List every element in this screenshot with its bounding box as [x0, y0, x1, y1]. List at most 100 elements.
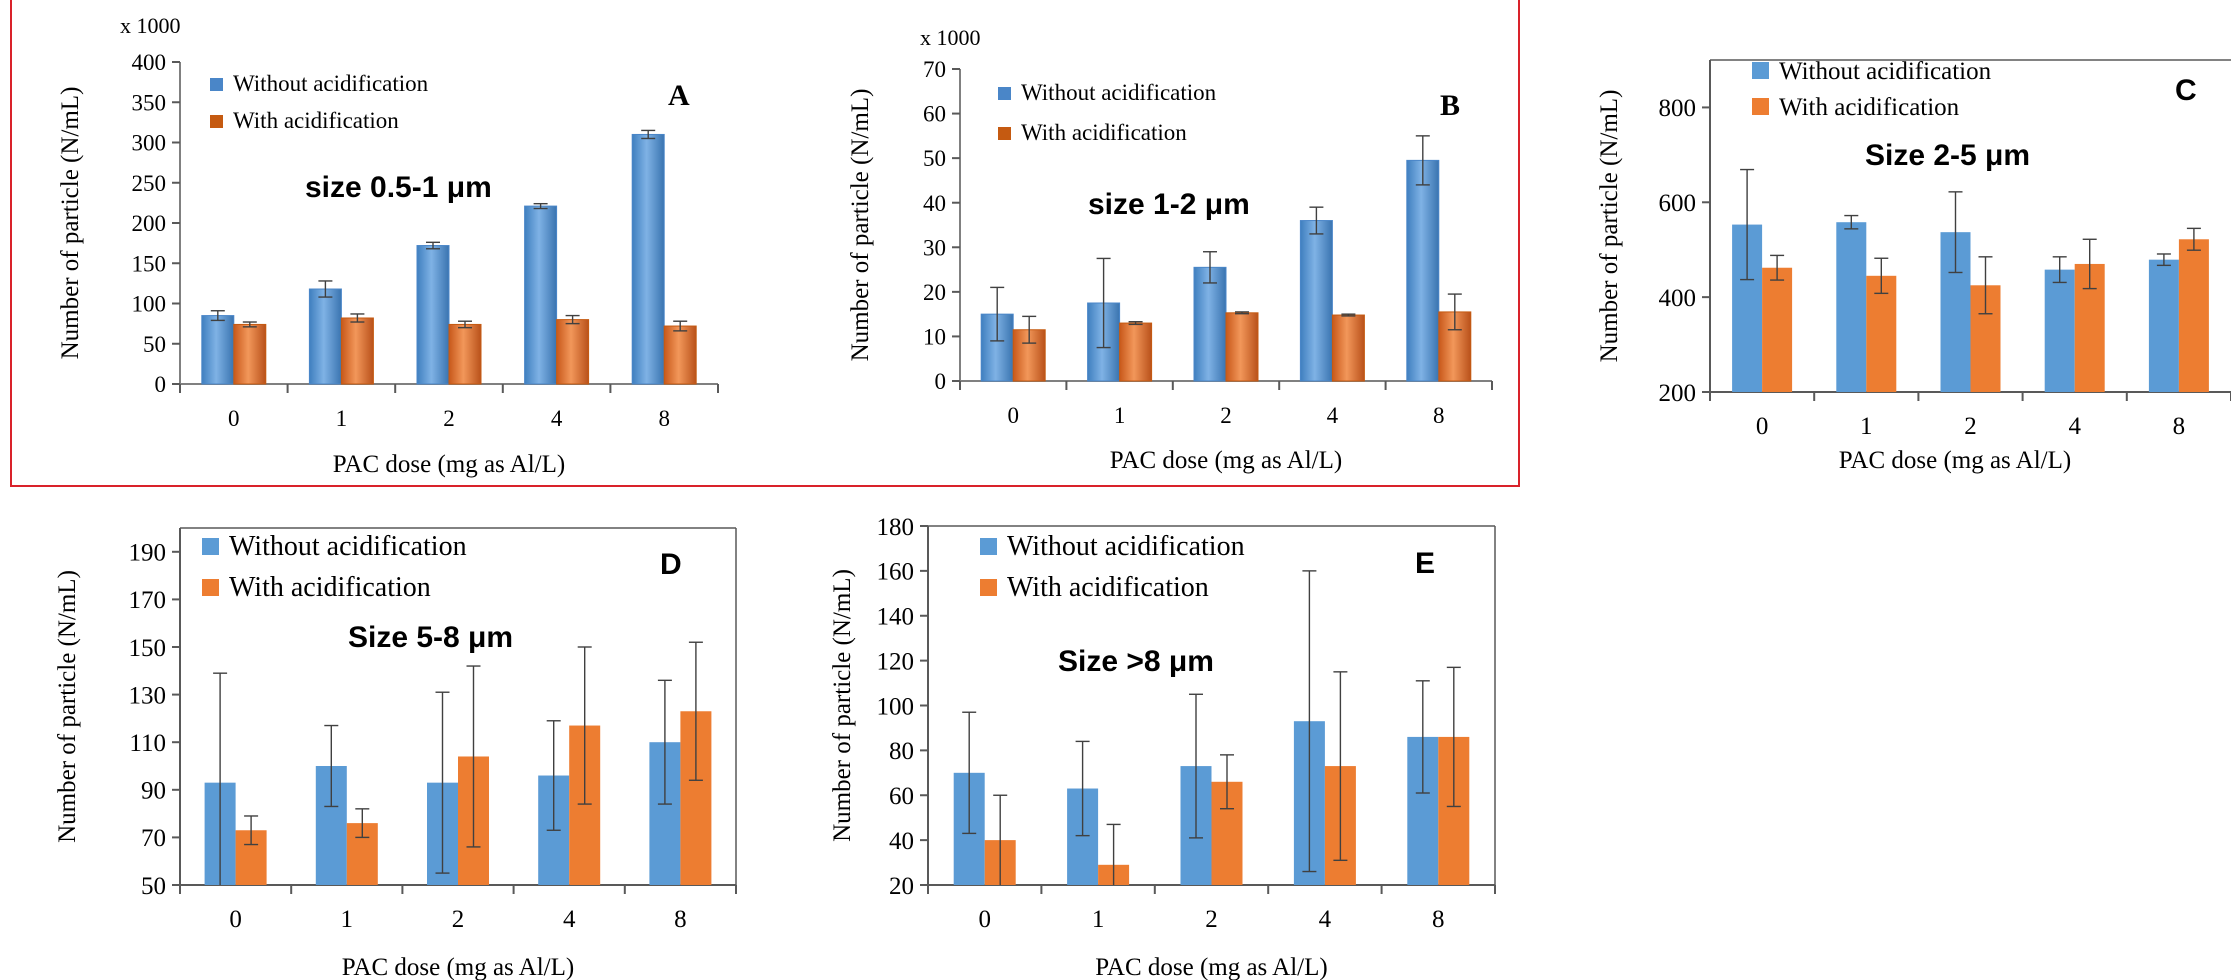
chart-e: 20 40 60 80 100 120 140 160 180 0 1 2 4 8 Without acid… [829, 514, 1496, 980]
bar-without-acidification [524, 205, 558, 385]
x-tick-label: 8 [658, 406, 670, 431]
chart-a: 0 50 100 150 200 250 300 350 400 0 1 2 4 8 Without aci… [57, 13, 719, 478]
y-tick-label: 90 [141, 778, 166, 805]
y-tick-label: 400 [1659, 285, 1697, 312]
y-tick-label: 600 [1659, 190, 1697, 217]
y-axis-title: Number of particle (N/mL) [57, 87, 84, 360]
x-tick-label: 8 [674, 906, 687, 933]
bar-with-acidification [1225, 312, 1259, 382]
legend-swatch-with [202, 579, 219, 596]
y-tick-label: 160 [877, 559, 915, 586]
legend-label: With acidification [1779, 94, 1960, 121]
y-tick-label: 100 [877, 693, 915, 720]
x-tick-label: 1 [1860, 413, 1873, 440]
axis-multiplier: x 1000 [120, 13, 181, 38]
legend-swatch-without [980, 538, 997, 555]
x-tick-label: 4 [2068, 413, 2081, 440]
chart-b: 0 10 20 30 40 50 60 70 0 1 2 4 8 Without acidificatio… [847, 25, 1493, 474]
error-bar [2082, 238, 2097, 290]
error-bar [641, 129, 656, 140]
error-bar [1740, 168, 1755, 281]
error-bar [1770, 254, 1785, 281]
error-bar [1874, 257, 1889, 295]
x-tick-label: 8 [1433, 403, 1445, 428]
bar-with-acidification [556, 319, 590, 385]
error-bar [1302, 570, 1317, 873]
error-bar [673, 320, 688, 332]
x-tick-label: 4 [1327, 403, 1339, 428]
legend-swatch-with [210, 115, 223, 128]
bar-without-acidification [2044, 269, 2075, 392]
y-tick-label: 40 [889, 828, 914, 855]
legend-swatch-without [202, 538, 219, 555]
y-tick-label: 350 [132, 90, 167, 115]
y-tick-label: 120 [877, 648, 915, 675]
legend-label: With acidification [233, 108, 399, 133]
x-tick-label: 8 [1432, 906, 1445, 933]
error-bar [2186, 227, 2201, 251]
legend-label: With acidification [1007, 572, 1209, 603]
error-bar [962, 711, 977, 835]
y-tick-label: 80 [889, 738, 914, 765]
error-bar [2052, 256, 2067, 284]
y-tick-label: 190 [129, 540, 167, 567]
error-bar [244, 815, 259, 846]
bar-without-acidification [1299, 220, 1333, 382]
legend-label: Without acidification [233, 71, 429, 96]
x-tick-label: 4 [1319, 906, 1332, 933]
x-axis-title: PAC dose (mg as Al/L) [1110, 447, 1342, 474]
y-tick-label: 40 [923, 191, 946, 216]
y-tick-label: 170 [129, 587, 167, 614]
legend-label: Without acidification [1021, 80, 1217, 105]
legend-swatch-without [1752, 62, 1769, 79]
size-range-label: Size 5-8 μm [348, 621, 513, 654]
y-tick-label: 30 [923, 235, 946, 260]
bar-with-acidification [448, 323, 482, 385]
size-range-label: size 1-2 μm [1088, 188, 1250, 221]
error-bar [1341, 313, 1356, 317]
panel-letter: E [1415, 547, 1435, 580]
y-tick-label: 250 [132, 171, 167, 196]
error-bar [1844, 214, 1859, 230]
x-tick-label: 2 [452, 906, 465, 933]
y-tick-label: 800 [1659, 95, 1697, 122]
legend-swatch-without [210, 78, 223, 91]
x-tick-label: 0 [228, 406, 240, 431]
y-tick-label: 70 [141, 825, 166, 852]
legend-swatch-with [1752, 98, 1769, 115]
error-bar [1203, 251, 1217, 284]
bar-without-acidification [1406, 159, 1440, 382]
x-tick-label: 2 [443, 406, 455, 431]
y-tick-label: 400 [132, 50, 167, 75]
error-bar [318, 280, 333, 298]
chart-d: 50 70 90 110 130 150 170 190 0 1 2 4 8 Without acidif… [54, 527, 737, 980]
error-bar [355, 808, 370, 839]
legend-swatch-without [998, 87, 1011, 100]
x-tick-label: 1 [1092, 906, 1105, 933]
error-bar [993, 794, 1008, 885]
bar-without-acidification [1836, 222, 1867, 392]
x-tick-label: 2 [1220, 403, 1232, 428]
error-bar [1022, 315, 1037, 344]
x-tick-label: 8 [2173, 413, 2186, 440]
bar-with-acidification [1119, 322, 1153, 382]
x-tick-label: 4 [551, 406, 563, 431]
x-axis-title: PAC dose (mg as Al/L) [1095, 954, 1327, 980]
error-bar [213, 672, 228, 885]
y-tick-label: 0 [155, 372, 167, 397]
bar-with-acidification [233, 323, 267, 385]
bar-with-acidification [1762, 267, 1793, 392]
y-tick-label: 110 [129, 730, 166, 757]
error-bar [533, 202, 548, 210]
error-bar [426, 241, 440, 250]
y-tick-label: 0 [935, 369, 947, 394]
error-bar [1978, 256, 1993, 315]
x-tick-label: 0 [229, 906, 242, 933]
y-tick-label: 50 [923, 146, 946, 171]
error-bar [2156, 253, 2171, 267]
y-tick-label: 50 [141, 873, 166, 900]
bar-with-acidification [1331, 314, 1365, 382]
error-bar [1220, 754, 1234, 810]
bar-with-acidification [663, 325, 697, 385]
size-range-label: size 0.5-1 μm [305, 171, 492, 204]
